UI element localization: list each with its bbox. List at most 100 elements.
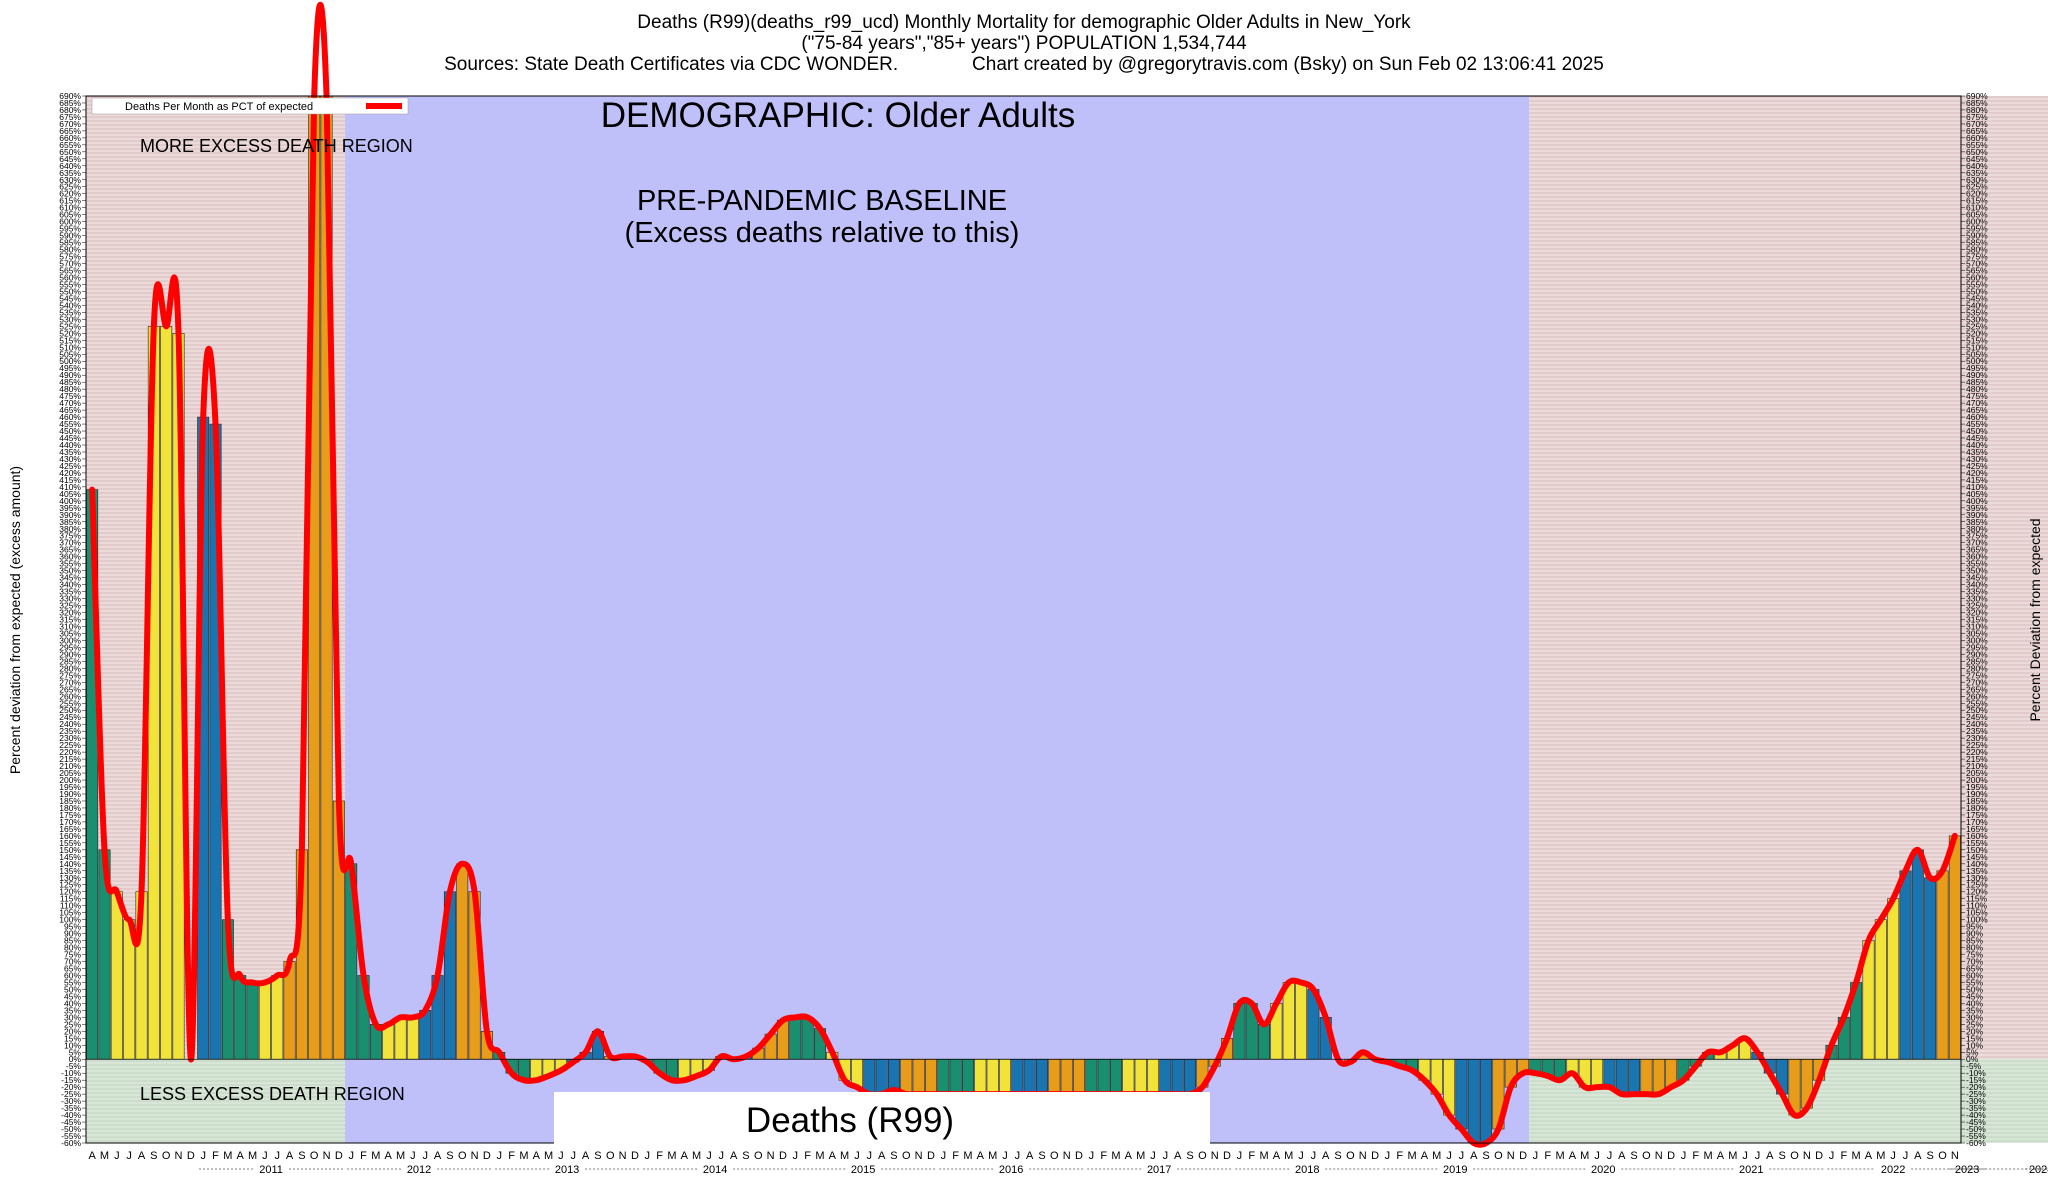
y-tick-label-right: 50%: [1966, 984, 1983, 994]
x-tick-label: A: [1569, 1150, 1577, 1162]
y-tick-label: 485%: [59, 377, 81, 387]
y-tick-label: 605%: [59, 210, 81, 220]
y-tick-label-right: 110%: [1966, 901, 1988, 911]
y-tick-label-right: 435%: [1966, 447, 1988, 457]
y-tick-label: -30%: [61, 1096, 81, 1106]
bar: [406, 1017, 419, 1060]
y-tick-label-right: 415%: [1966, 475, 1988, 485]
x-tick-label: D: [187, 1150, 195, 1162]
x-tick-label: F: [1840, 1150, 1847, 1162]
y-tick-label-right: -45%: [1966, 1117, 1986, 1127]
bar: [1924, 877, 1937, 1060]
y-tick-label: 375%: [59, 531, 81, 541]
bar: [900, 1058, 913, 1095]
y-tick-label-right: 675%: [1966, 112, 1988, 122]
bar: [110, 891, 123, 1060]
y-tick-label-right: 25%: [1966, 1019, 1983, 1029]
y-tick-label-right: 90%: [1966, 929, 1983, 939]
y-tick-label: 645%: [59, 154, 81, 164]
x-year-label: 2019: [1443, 1164, 1467, 1176]
bar: [1628, 1058, 1641, 1095]
y-tick-label-right: 215%: [1966, 754, 1988, 764]
y-tick-label: 305%: [59, 628, 81, 638]
bar: [1887, 898, 1900, 1060]
y-tick-label: 420%: [59, 468, 81, 478]
y-tick-label: 270%: [59, 677, 81, 687]
y-tick-label: 690%: [59, 91, 81, 101]
x-tick-label: S: [446, 1150, 453, 1162]
y-tick-label: 145%: [59, 852, 81, 862]
x-year-label: 2011: [259, 1164, 283, 1176]
x-tick-label: O: [606, 1150, 615, 1162]
x-tick-label: J: [719, 1150, 725, 1162]
y-tick-label-right: 390%: [1966, 510, 1988, 520]
bar: [974, 1058, 987, 1095]
y-tick-label: 575%: [59, 252, 81, 262]
bar: [1060, 1058, 1073, 1095]
y-tick-label: 310%: [59, 621, 81, 631]
y-tick-label: 170%: [59, 817, 81, 827]
y-tick-label-right: 550%: [1966, 286, 1988, 296]
x-tick-label: D: [1223, 1150, 1231, 1162]
y-tick-label-right: 175%: [1966, 810, 1988, 820]
x-tick-label: O: [754, 1150, 763, 1162]
y-tick-label-right: -25%: [1966, 1089, 1986, 1099]
y-tick-label-right: 610%: [1966, 203, 1988, 213]
x-tick-label: F: [508, 1150, 515, 1162]
y-tick-label: 635%: [59, 168, 81, 178]
y-tick-label-right: 595%: [1966, 224, 1988, 234]
y-tick-label: 40%: [64, 998, 81, 1008]
x-tick-label: J: [571, 1150, 577, 1162]
baseline-label-line2: (Excess deaths relative to this): [625, 217, 1020, 249]
x-tick-label: M: [1852, 1150, 1861, 1162]
y-tick-label-right: 85%: [1966, 936, 1983, 946]
y-tick-label-right: 375%: [1966, 531, 1988, 541]
y-tick-label-right: 255%: [1966, 698, 1988, 708]
y-tick-label-right: 245%: [1966, 712, 1988, 722]
y-tick-label: 660%: [59, 133, 81, 143]
y-tick-label-right: 45%: [1966, 991, 1983, 1001]
y-tick-label-right: 160%: [1966, 831, 1988, 841]
y-tick-label-right: 605%: [1966, 210, 1988, 220]
y-tick-label: 540%: [59, 300, 81, 310]
y-tick-label: 580%: [59, 245, 81, 255]
x-tick-label: M: [100, 1150, 109, 1162]
x-tick-label: M: [248, 1150, 257, 1162]
y-tick-label-right: 370%: [1966, 538, 1988, 548]
y-tick-label-right: 450%: [1966, 426, 1988, 436]
x-tick-label: S: [1482, 1150, 1489, 1162]
bar: [1036, 1058, 1048, 1095]
x-tick-label: J: [1150, 1150, 1156, 1162]
x-tick-label: J: [793, 1150, 799, 1162]
y-tick-label-right: 545%: [1966, 293, 1988, 303]
y-tick-label-right: 575%: [1966, 252, 1988, 262]
y-tick-label: 510%: [59, 342, 81, 352]
bar: [999, 1058, 1011, 1095]
bar: [1282, 982, 1295, 1060]
y-tick-label: 480%: [59, 384, 81, 394]
bar: [1159, 1058, 1172, 1095]
y-tick-label-right: 465%: [1966, 405, 1988, 415]
x-tick-label: M: [396, 1150, 405, 1162]
x-tick-label: J: [941, 1150, 947, 1162]
y-tick-label: 615%: [59, 196, 81, 206]
x-tick-label: D: [631, 1150, 639, 1162]
x-tick-label: S: [1334, 1150, 1341, 1162]
y-tick-label-right: 80%: [1966, 943, 1983, 953]
y-tick-label-right: -15%: [1966, 1075, 1986, 1085]
y-tick-label-right: 315%: [1966, 615, 1988, 625]
x-year-label: 2016: [999, 1164, 1023, 1176]
bar: [1258, 1024, 1271, 1060]
y-tick-label-right: 480%: [1966, 384, 1988, 394]
x-tick-label: S: [742, 1150, 749, 1162]
y-tick-label-right: 590%: [1966, 231, 1988, 241]
y-tick-label-right: 125%: [1966, 880, 1988, 890]
x-tick-label: N: [471, 1150, 479, 1162]
y-tick-label-right: 70%: [1966, 957, 1983, 967]
y-tick-label: 345%: [59, 573, 81, 583]
y-tick-label: 185%: [59, 796, 81, 806]
y-tick-label-right: 200%: [1966, 775, 1988, 785]
y-tick-label-right: 445%: [1966, 433, 1988, 443]
y-tick-label: 150%: [59, 845, 81, 855]
y-tick-label-right: 685%: [1966, 98, 1988, 108]
